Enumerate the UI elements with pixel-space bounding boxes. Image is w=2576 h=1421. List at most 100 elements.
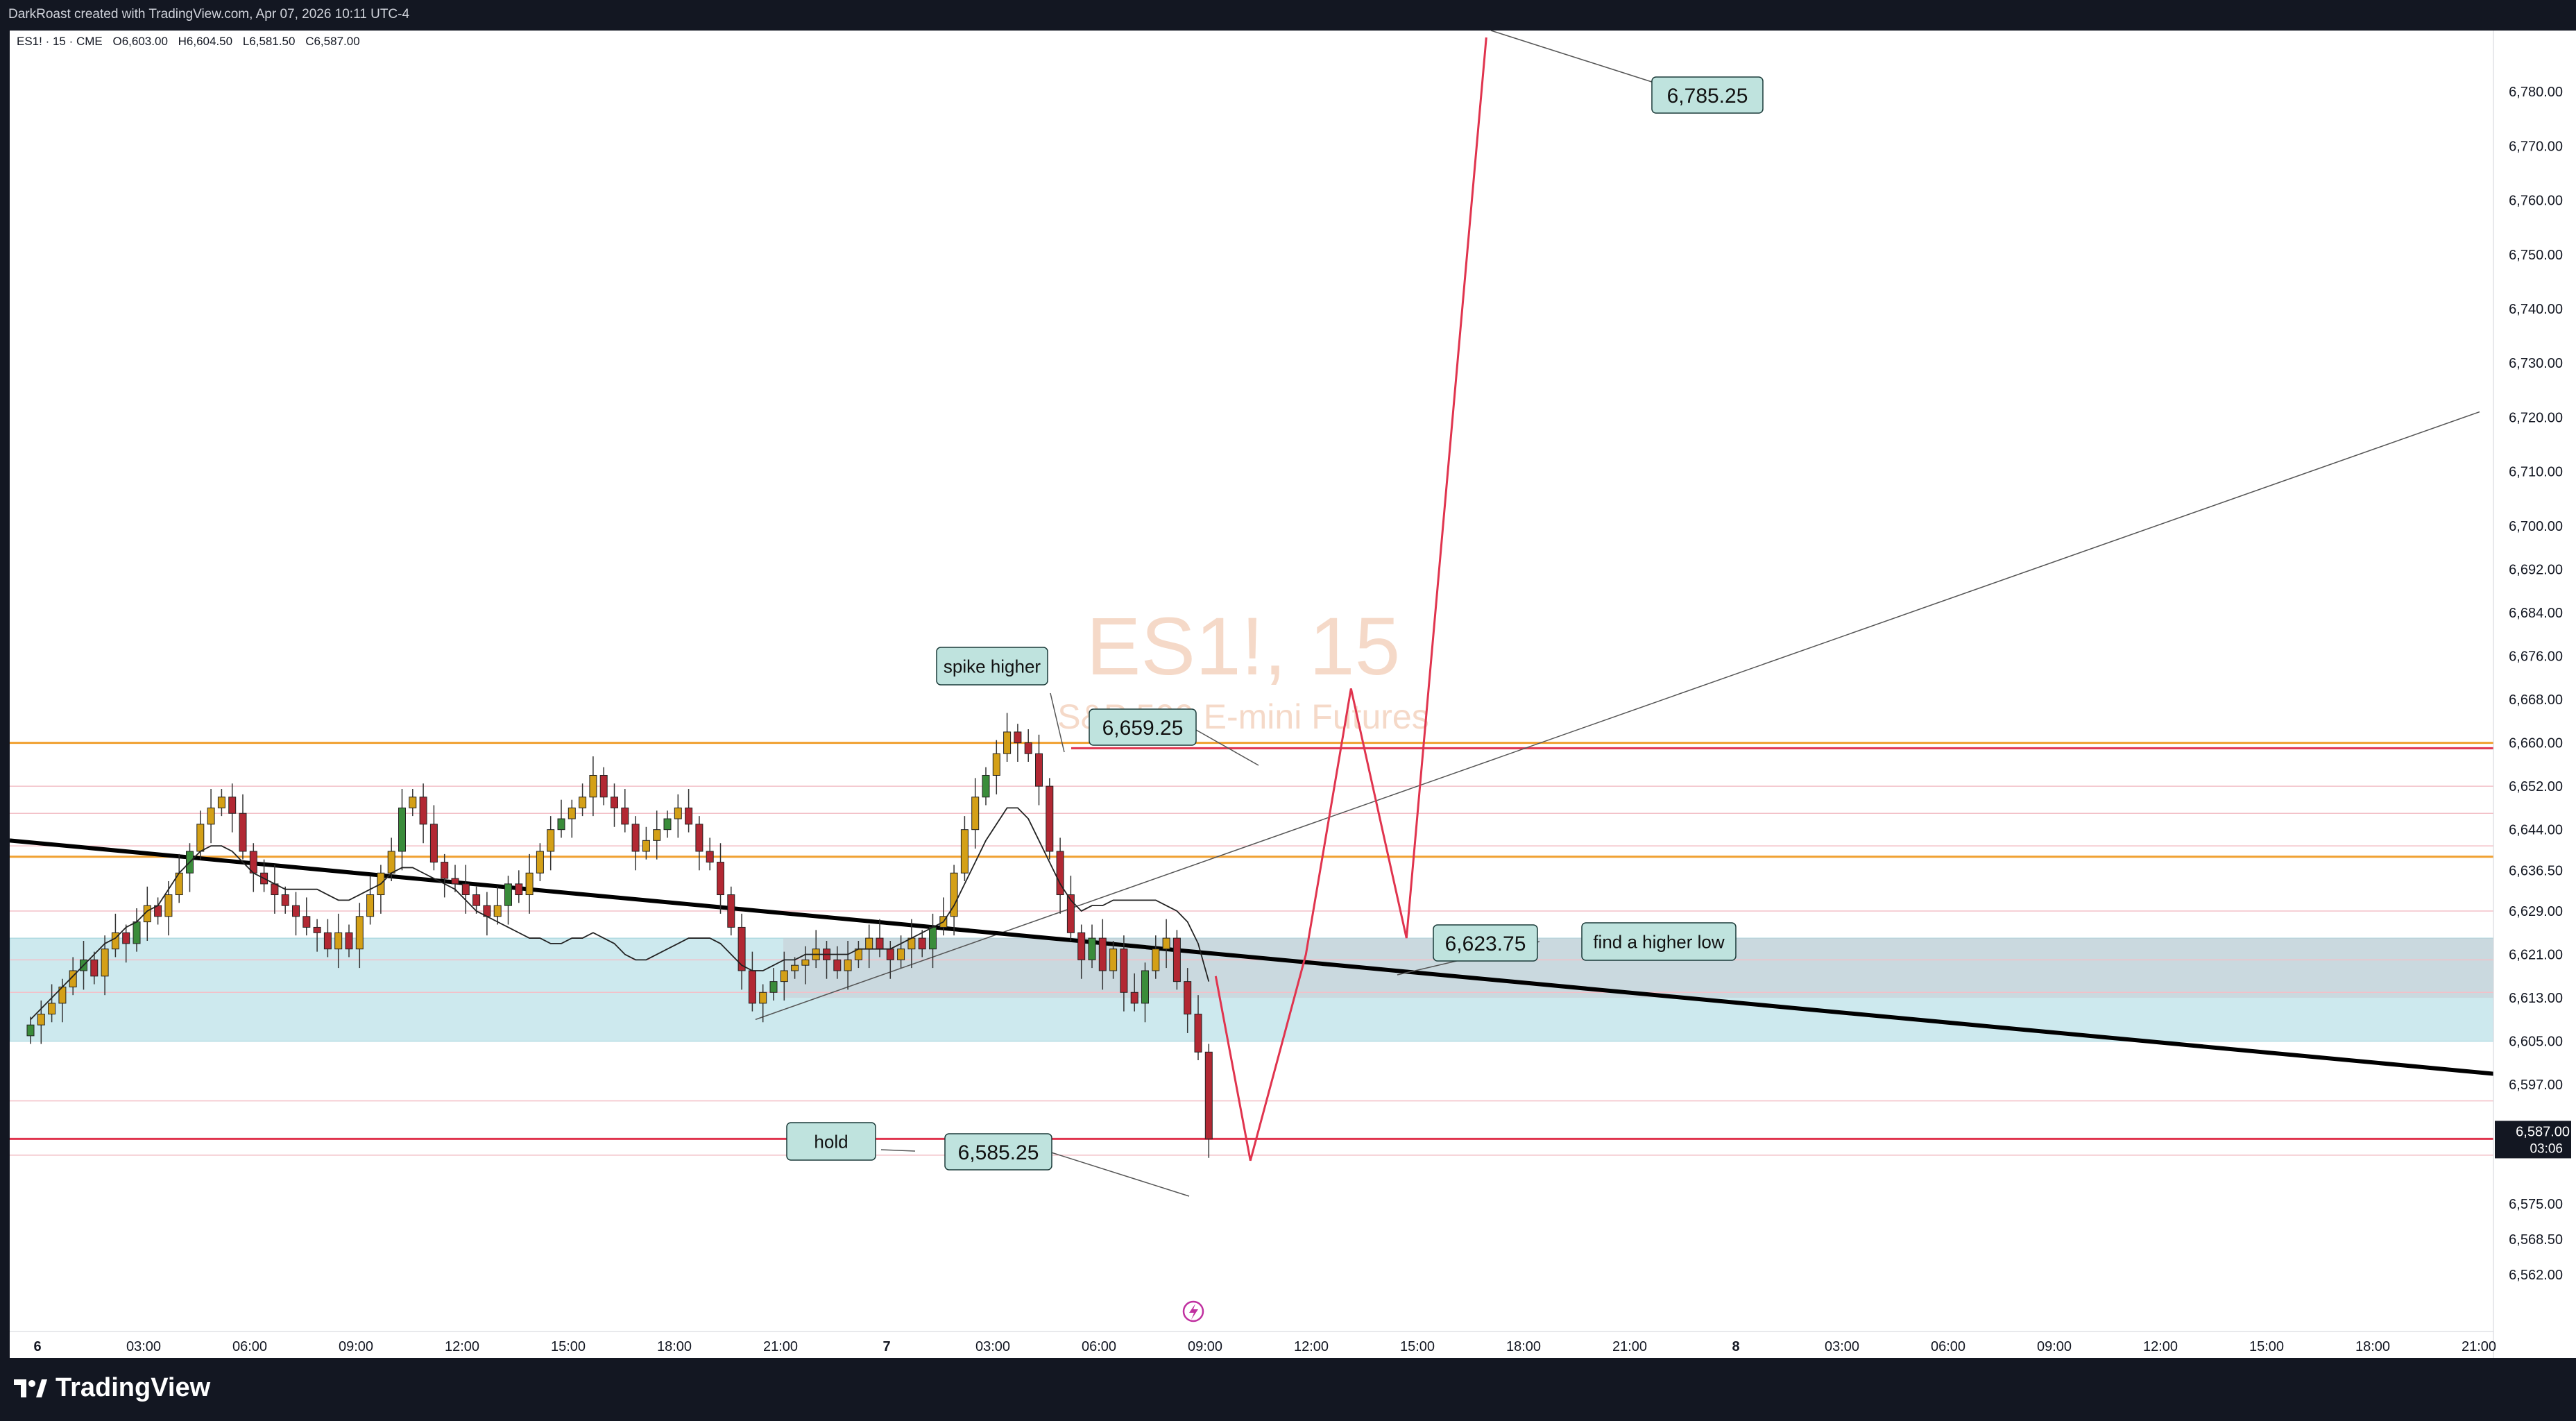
callout: 6,785.25 [1651, 76, 1764, 114]
price-tick: 6,605.00 [2509, 1035, 2563, 1050]
time-tick: 15:00 [2249, 1339, 2284, 1354]
candle [133, 921, 141, 944]
lightning-icon[interactable] [1182, 1300, 1204, 1322]
credit-text: DarkRoast created with TradingView.com, … [8, 7, 410, 22]
price-tick: 6,750.00 [2509, 248, 2563, 263]
callout-box [786, 1122, 876, 1161]
time-tick: 12:00 [2143, 1339, 2178, 1354]
candle [929, 926, 937, 950]
callout-box [1581, 922, 1737, 961]
candle [515, 883, 523, 896]
price-tick: 6,575.00 [2509, 1197, 2563, 1212]
rising-trendline [755, 411, 2480, 1021]
candle [1204, 1051, 1213, 1139]
chart-frame[interactable]: ES1!, 15 S&P 500 E-mini Futures spike hi… [10, 31, 2576, 1358]
time-tick: 21:00 [1612, 1339, 1647, 1354]
candle [472, 894, 481, 906]
candle [1130, 992, 1138, 1004]
callout-text: 6,785.25 [1667, 85, 1748, 108]
watermark-title: ES1!, 15 [1086, 601, 1401, 692]
callout-box [944, 1133, 1052, 1171]
candle [833, 959, 842, 971]
candle [90, 959, 99, 977]
callouts-layer: spike higher 6,659.25 6,623.75 find a highe… [786, 31, 1764, 1197]
candle [281, 894, 289, 906]
moving-average-line [30, 807, 1210, 1021]
candle [164, 894, 173, 917]
candle [1109, 948, 1118, 971]
candle [525, 872, 534, 896]
callout-text: 6,585.25 [958, 1141, 1039, 1164]
candle [302, 916, 311, 928]
time-tick: 12:00 [445, 1339, 479, 1354]
candle [621, 807, 629, 825]
price-tick: 6,730.00 [2509, 356, 2563, 371]
candle [429, 824, 438, 863]
candle [1152, 948, 1160, 971]
price-tick: 6,770.00 [2509, 139, 2563, 154]
candle [334, 932, 343, 950]
candle [663, 818, 672, 831]
legend-symbol: ES1! · 15 · CME [17, 35, 103, 48]
legend-low: L6,581.50 [242, 35, 296, 48]
candles-layer [26, 713, 1213, 1158]
callout: hold [786, 1122, 876, 1161]
time-tick: 09:00 [339, 1339, 373, 1354]
time-tick: 03:00 [1825, 1339, 1859, 1354]
price-tick: 6,597.00 [2509, 1078, 2563, 1093]
candle [791, 964, 799, 971]
candle [366, 894, 375, 917]
candle [313, 926, 321, 933]
legend-high: H6,604.50 [178, 35, 233, 48]
candle [1014, 731, 1022, 744]
candle [960, 829, 969, 874]
price-tick: 6,740.00 [2509, 302, 2563, 317]
zones-layer [10, 937, 2494, 1042]
time-tick: 09:00 [1188, 1339, 1222, 1354]
candle [239, 812, 247, 852]
projection-path [1214, 37, 1487, 1162]
price-tick: 6,636.50 [2509, 863, 2563, 878]
price-chart[interactable]: ES1!, 15 S&P 500 E-mini Futures spike hi… [10, 31, 2576, 1358]
time-tick: 21:00 [2462, 1339, 2496, 1354]
candle [557, 818, 565, 831]
candle [547, 829, 555, 852]
price-tick: 6,660.00 [2509, 736, 2563, 751]
callout-pointer [1195, 729, 1259, 766]
candle [876, 937, 884, 950]
candle [504, 883, 512, 906]
candle [536, 851, 544, 874]
candle [1077, 932, 1086, 960]
candle [461, 883, 470, 896]
top-bar: DarkRoast created with TradingView.com, … [0, 0, 2576, 31]
candle [26, 1024, 35, 1037]
price-tick: 6,629.00 [2509, 904, 2563, 919]
candle [886, 948, 894, 960]
candle [918, 937, 926, 950]
candle [207, 807, 215, 825]
candle [780, 970, 788, 982]
candle [217, 797, 225, 808]
candle [579, 797, 587, 808]
candle [387, 851, 395, 874]
candle [1003, 731, 1012, 754]
tradingview-logo[interactable]: TradingView [12, 1373, 210, 1403]
candle [759, 992, 767, 1004]
candle [695, 824, 703, 852]
time-tick: 21:00 [763, 1339, 798, 1354]
last-price-countdown: 03:06 [2530, 1141, 2563, 1156]
candle [1141, 970, 1149, 1004]
price-tick: 6,700.00 [2509, 519, 2563, 534]
candle [441, 862, 449, 879]
candle [409, 797, 417, 808]
candle [1098, 937, 1107, 971]
symbol-legend: ES1! · 15 · CME O6,603.00 H6,604.50 L6,5… [17, 35, 367, 49]
time-tick: 18:00 [1506, 1339, 1541, 1354]
bottom-bar: TradingView [0, 1358, 2576, 1421]
time-tick: 06:00 [232, 1339, 267, 1354]
candle [122, 932, 130, 944]
price-axis: 6,780.00 6,770.00 6,760.00 6,750.00 6,740.00… [2493, 31, 2576, 1358]
callout: 6,659.25 [1089, 708, 1197, 746]
callout-box [1651, 76, 1764, 114]
last-price-value: 6,587.00 [2516, 1124, 2570, 1139]
